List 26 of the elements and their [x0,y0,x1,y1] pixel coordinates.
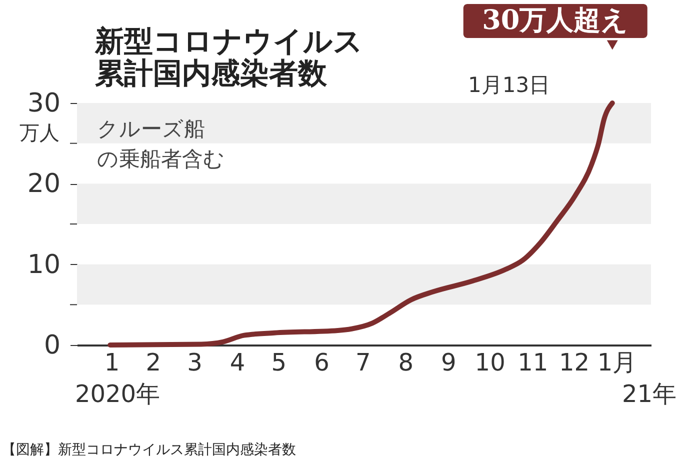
x-tick-label: 10 [474,348,506,376]
y-tick-label: 0 [44,330,60,360]
x-tick-label: 12 [558,348,590,376]
x-tick-label: 1 [104,348,120,376]
annotation: の乗船者含む [97,147,225,171]
x-tick-label: 3 [187,348,202,376]
annotation: クルーズ船 [97,117,205,141]
annotation: 30万人超え [482,5,629,36]
x-tick-label: 1月 [597,348,637,376]
y-tick-label: 30 [27,88,60,118]
y-tick-label: 10 [27,250,60,280]
x-tick-label: 11 [518,348,548,376]
text: 2020年 [75,380,160,408]
x-tick-label: 4 [230,348,246,376]
text: 21年 [622,380,677,408]
x-tick-label: 8 [398,348,414,376]
x-tick-label: 7 [355,348,371,376]
x-tick-label: 5 [271,348,287,376]
x-tick-label: 6 [314,348,330,376]
x-tick-label: 2 [146,348,162,376]
text: 【図解】新型コロナウイルス累計国内感染者数 [2,442,296,458]
text: 1月13日 [468,73,550,97]
y-tick-label: 20 [27,169,60,200]
y-axis-title: 万人 [20,120,60,144]
chart-title: 新型コロナウイルス累計国内感染者数 [94,24,363,90]
x-tick-label: 9 [441,348,456,376]
